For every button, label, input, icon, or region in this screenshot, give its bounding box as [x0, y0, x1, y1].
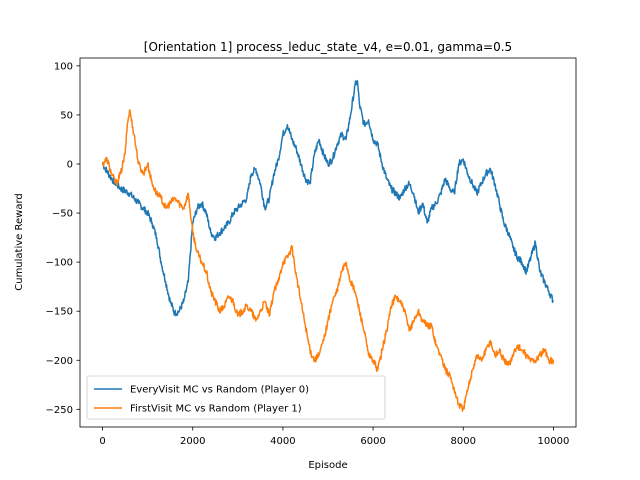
y-tick-label: −200 [46, 356, 73, 367]
y-tick-label: −250 [46, 405, 73, 416]
x-tick-label: 10000 [538, 436, 570, 447]
series-line-everyvisit [101, 79, 555, 317]
series-layer [101, 79, 555, 412]
legend: EveryVisit MC vs Random (Player 0) First… [86, 375, 386, 420]
series-line-firstvisit [101, 109, 555, 412]
y-tick-label: 100 [54, 61, 73, 72]
chart-title: [Orientation 1] process_leduc_state_v4, … [144, 40, 512, 54]
y-axis-label: Cumulative Reward [14, 193, 25, 291]
legend-box [86, 375, 386, 420]
x-axis: 0 2000 4000 6000 8000 10000 [99, 427, 569, 447]
legend-label-firstvisit: FirstVisit MC vs Random (Player 1) [130, 404, 302, 415]
y-tick-label: −50 [52, 209, 73, 220]
x-tick-label: 6000 [360, 436, 385, 447]
x-axis-label: Episode [308, 460, 347, 471]
y-tick-label: 50 [60, 110, 73, 121]
plot-frame [79, 57, 577, 428]
y-tick-label: −100 [46, 258, 73, 269]
x-tick-label: 0 [99, 436, 105, 447]
x-tick-label: 4000 [270, 436, 295, 447]
y-axis: 100 50 0 −50 −100 −150 −200 −250 [46, 61, 80, 416]
y-tick-label: 0 [67, 159, 73, 170]
y-tick-label: −150 [46, 307, 73, 318]
x-tick-label: 8000 [451, 436, 476, 447]
x-tick-label: 2000 [180, 436, 205, 447]
legend-label-everyvisit: EveryVisit MC vs Random (Player 0) [130, 385, 309, 396]
